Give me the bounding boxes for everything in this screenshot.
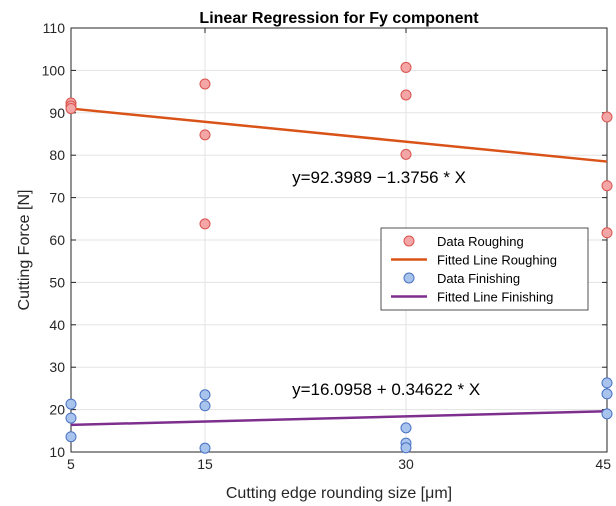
data-point-finishing <box>400 442 412 454</box>
x-axis-label: Cutting edge rounding size [μm] <box>226 485 452 502</box>
data-point-finishing <box>199 389 211 401</box>
y-tick-label: 70 <box>49 190 65 206</box>
legend-label: Data Finishing <box>437 271 520 286</box>
labels: 5 15 30 45 10 20 30 40 50 60 70 80 90 100 110 y=92.3989… <box>42 20 612 472</box>
axes <box>70 27 608 453</box>
fitted-line-roughing <box>70 107 608 163</box>
data-point-roughing <box>199 218 211 230</box>
x-tick-label: 30 <box>398 456 414 472</box>
data-point-roughing <box>601 111 613 123</box>
legend-label: Data Roughing <box>437 234 524 249</box>
y-tick-label: 60 <box>49 232 65 248</box>
y-tick-label: 40 <box>49 317 65 333</box>
y-tick-label: 30 <box>49 359 65 375</box>
data-point-finishing <box>65 412 77 424</box>
legend-marker <box>403 235 415 247</box>
y-tick-label: 10 <box>49 444 65 460</box>
data-point-finishing <box>65 431 77 443</box>
data-point-finishing <box>601 408 613 420</box>
data-point-roughing <box>601 180 613 192</box>
data-point-finishing <box>65 398 77 410</box>
y-tick-label: 90 <box>49 105 65 121</box>
legend-label: Fitted Line Finishing <box>437 290 553 305</box>
data-point-finishing <box>400 422 412 434</box>
data-point-finishing <box>199 400 211 412</box>
x-tick-label: 45 <box>595 456 611 472</box>
legend-label: Fitted Line Roughing <box>437 253 557 268</box>
y-tick-label: 110 <box>43 20 66 36</box>
data-point-finishing <box>199 442 211 454</box>
data-point-roughing <box>65 103 77 115</box>
data-point-roughing <box>400 61 412 73</box>
x-tick-label: 15 <box>197 456 213 472</box>
x-tick-label: 5 <box>67 456 75 472</box>
data-point-roughing <box>601 227 613 239</box>
data-point-finishing <box>601 388 613 400</box>
legend: Data Roughing Fitted Line Roughing Data Fi… <box>380 227 589 311</box>
y-tick-label: 20 <box>49 402 65 418</box>
regression-equation: y=92.3989 −1.3756 * X <box>292 168 466 187</box>
series <box>65 61 613 454</box>
data-point-roughing <box>400 89 412 101</box>
regression-equation: y=16.0958 + 0.34622 * X <box>292 380 480 399</box>
data-point-finishing <box>601 377 613 389</box>
data-point-roughing <box>199 78 211 90</box>
fitted-line-finishing <box>70 410 608 427</box>
y-tick-label: 50 <box>49 274 65 290</box>
chart-title: Linear Regression for Fy component <box>199 10 479 27</box>
y-tick-label: 80 <box>49 147 65 163</box>
y-tick-label: 100 <box>42 62 66 78</box>
data-point-roughing <box>400 148 412 160</box>
legend-marker <box>403 272 415 284</box>
data-point-roughing <box>199 129 211 141</box>
y-axis-label: Cutting Force [N] <box>16 190 33 311</box>
